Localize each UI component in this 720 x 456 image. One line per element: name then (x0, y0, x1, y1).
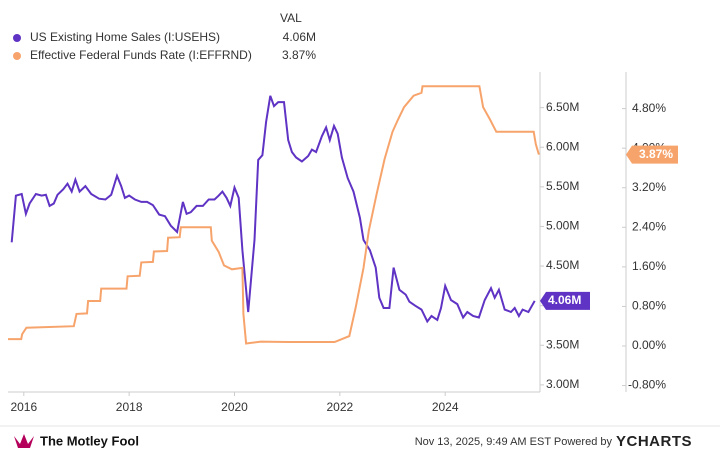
brand-logo (14, 434, 34, 448)
y2-tick-label: 1.60% (632, 259, 666, 273)
y2-tick-label: 0.80% (632, 299, 666, 313)
y-tick-label: 5.00M (546, 219, 579, 233)
y2-tick-label: 3.20% (632, 180, 666, 194)
y-tick-label: 3.00M (546, 377, 579, 391)
current-value-label: 3.87% (639, 147, 673, 161)
x-tick-label: 2018 (116, 400, 143, 414)
legend-marker (13, 52, 21, 60)
current-value-label: 4.06M (548, 293, 581, 307)
y2-tick-label: 0.00% (632, 338, 666, 352)
y-tick-label: 4.50M (546, 258, 579, 272)
y2-tick-label: -0.80% (628, 378, 666, 392)
x-tick-label: 2022 (326, 400, 353, 414)
current-value-tag (540, 291, 590, 310)
provider-logo: YCHARTS (616, 433, 692, 450)
y-tick-label: 6.50M (546, 100, 579, 114)
x-tick-label: 2020 (221, 400, 248, 414)
y2-tick-label: 2.40% (632, 219, 666, 233)
legend-value: 3.87% (282, 48, 316, 62)
timestamp: Nov 13, 2025, 9:49 AM EST Powered by (415, 436, 613, 448)
x-tick-label: 2024 (432, 400, 459, 414)
y2-tick-label: 4.80% (632, 101, 666, 115)
legend-value: 4.06M (283, 30, 316, 44)
y-tick-label: 6.00M (546, 139, 579, 153)
legend-value-header: VAL (280, 11, 302, 25)
logo-icon (14, 434, 34, 448)
brand-name: The Motley Fool (40, 433, 139, 448)
legend-label: Effective Federal Funds Rate (I:EFFRND) (30, 48, 252, 62)
legend-marker (13, 34, 21, 42)
y-tick-label: 3.50M (546, 337, 579, 351)
legend-label: US Existing Home Sales (I:USEHS) (30, 30, 220, 44)
x-tick-label: 2016 (10, 400, 37, 414)
series-line (10, 95, 536, 324)
y-tick-label: 5.50M (546, 179, 579, 193)
current-value-tag (626, 145, 678, 164)
series-line (8, 85, 540, 345)
